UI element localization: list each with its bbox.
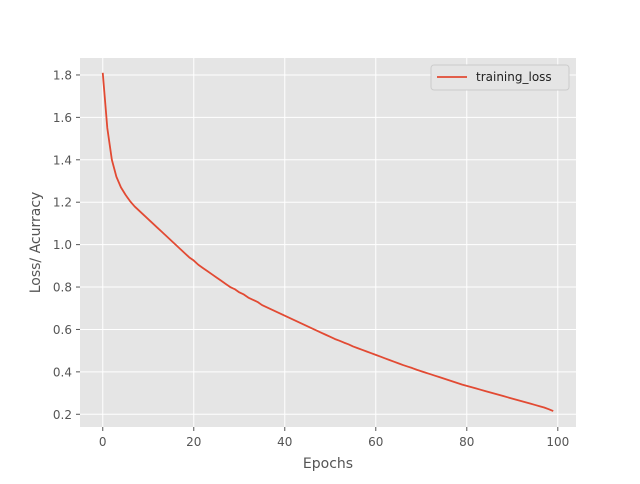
x-tick-label: 60	[368, 435, 383, 449]
y-tick-label: 1.8	[53, 68, 72, 82]
x-tick-label: 40	[277, 435, 292, 449]
series-layer	[101, 72, 554, 412]
x-axis-label: Epochs	[303, 456, 353, 472]
y-tick-label: 0.8	[53, 281, 72, 295]
series-line-training-loss	[101, 72, 554, 412]
y-axis-ticks: 0.2 0.4 0.6 0.8 1.0 1.2 1.4 1.6 1.8	[53, 68, 80, 422]
grid-lines	[80, 58, 576, 427]
y-tick-label: 1.2	[53, 196, 72, 210]
y-tick-label: 1.6	[53, 111, 72, 125]
y-tick-label: 0.4	[53, 365, 72, 379]
y-tick-label: 1.0	[53, 238, 72, 252]
legend-box	[430, 64, 570, 91]
y-tick-label: 0.6	[53, 323, 72, 337]
x-tick-label: 100	[546, 435, 569, 449]
x-tick-label: 0	[99, 435, 107, 449]
x-tick-label: 20	[186, 435, 201, 449]
plot-area	[80, 58, 576, 427]
y-tick-label: 0.2	[53, 408, 72, 422]
y-tick-label: 1.4	[53, 153, 72, 167]
y-axis-label: Loss/ Acurracy	[28, 192, 44, 294]
legend-label-training-loss: training_loss	[476, 70, 552, 84]
legend: training_loss	[430, 64, 570, 91]
x-axis-ticks: 0 20 40 60 80 100	[99, 427, 569, 449]
x-tick-label: 80	[459, 435, 474, 449]
